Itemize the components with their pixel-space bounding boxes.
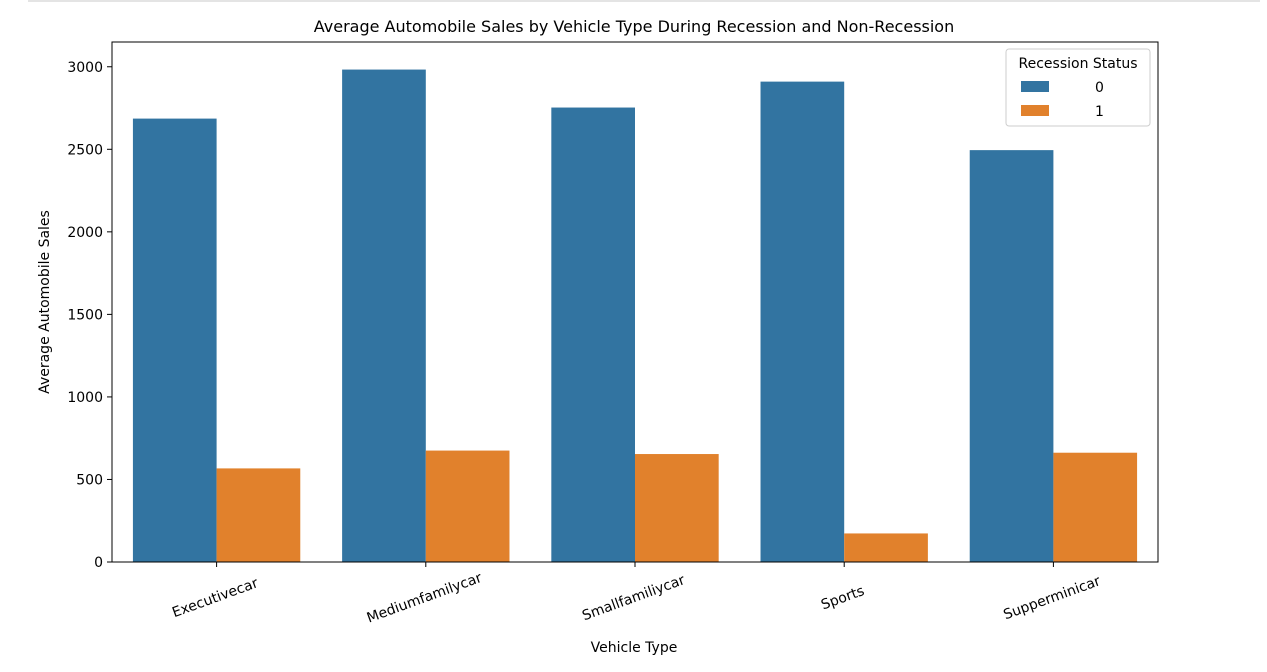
y-tick-label: 3000: [67, 60, 103, 76]
y-tick-label: 2000: [67, 225, 103, 241]
x-tick-label-mediumfamilycar: Mediumfamilycar: [365, 570, 485, 627]
bar-supperminicar-series-1: [1053, 452, 1138, 562]
y-tick-label: 2500: [67, 142, 103, 158]
chart-title: Average Automobile Sales by Vehicle Type…: [314, 17, 954, 36]
legend-title: Recession Status: [1019, 56, 1138, 72]
bar-mediumfamilycar-series-1: [425, 450, 510, 562]
legend-swatch-0: [1021, 81, 1049, 92]
bar-sports-series-0: [760, 81, 845, 562]
legend-label-1: 1: [1095, 104, 1104, 120]
plot-frame: [111, 41, 1159, 563]
legend-label-0: 0: [1095, 80, 1104, 96]
bar-executivecar-series-1: [216, 468, 301, 562]
y-tick-label: 1000: [67, 390, 103, 406]
y-axis-label: Average Automobile Sales: [37, 210, 53, 394]
bar-mediumfamilycar-series-0: [342, 69, 426, 563]
x-axis: Executivecar Mediumfamilycar Smallfamiliyc…: [170, 562, 1103, 626]
legend: Recession Status 0 1: [1005, 48, 1151, 127]
x-axis-label: Vehicle Type: [591, 640, 678, 656]
x-tick-label-sports: Sports: [819, 583, 867, 613]
y-tick-label: 0: [94, 555, 103, 571]
x-tick-label-smallfamiliycar: Smallfamiliycar: [580, 572, 687, 624]
x-tick-label-executivecar: Executivecar: [170, 575, 260, 621]
bar-sports-series-1: [844, 533, 928, 562]
y-tick-label: 500: [76, 472, 103, 488]
bar-smallfamiliycar-series-1: [635, 454, 719, 562]
y-tick-label: 1500: [67, 307, 103, 323]
bar-executivecar-series-0: [132, 118, 217, 562]
x-tick-label-supperminicar: Supperminicar: [1001, 573, 1103, 623]
cell-top-border: [28, 0, 1260, 2]
bar-smallfamiliycar-series-0: [551, 107, 635, 563]
bar-supperminicar-series-0: [969, 150, 1054, 562]
bars-group: [132, 69, 1138, 563]
legend-swatch-1: [1021, 105, 1049, 116]
y-axis: 0 500 1000 1500 2000 2500 3000: [67, 60, 112, 571]
